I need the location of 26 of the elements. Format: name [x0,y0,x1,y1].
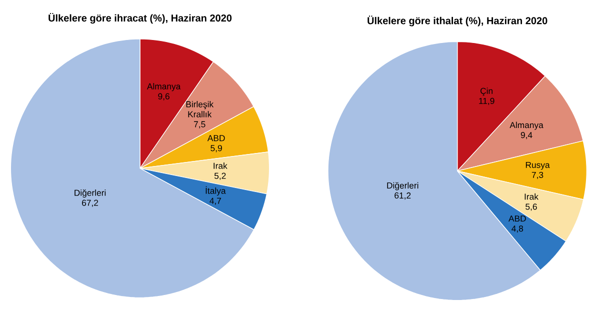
slice-label: Diğerleri [74,189,106,198]
chart-title: Ülkelere göre ithalat (%), Haziran 2020 [368,16,548,26]
data-label: 4,8 [512,226,524,233]
slice-label: ABD [508,216,526,222]
data-label: 5,6 [526,204,537,211]
data-label: 5,2 [214,172,226,180]
data-label: 7,5 [194,121,206,128]
data-label: 11,9 [479,98,494,106]
data-label: 4,7 [210,198,221,205]
slice-label: Diğerleri [387,182,418,190]
data-label: 61,2 [394,192,411,200]
slice-label: Rusya [526,162,550,170]
slice-label: Almanya [510,122,544,130]
slice-label: Çin [480,88,492,96]
data-label: 7,3 [532,172,544,180]
data-label: 9,6 [158,93,170,100]
data-label: 5,9 [210,145,222,152]
slice-label: İtalya [206,186,226,196]
data-label: 9,4 [520,132,532,140]
chart-title: Ülkelere göre ihracat (%), Haziran 2020 [48,12,232,24]
slice-label: Birleşik Krallık [186,100,214,118]
slice-label: ABD [207,135,225,142]
slice-label: Irak [524,193,538,200]
slice-label: Irak [214,162,228,169]
data-label: 67,2 [82,200,98,207]
slice-label: Almanya [146,83,181,92]
